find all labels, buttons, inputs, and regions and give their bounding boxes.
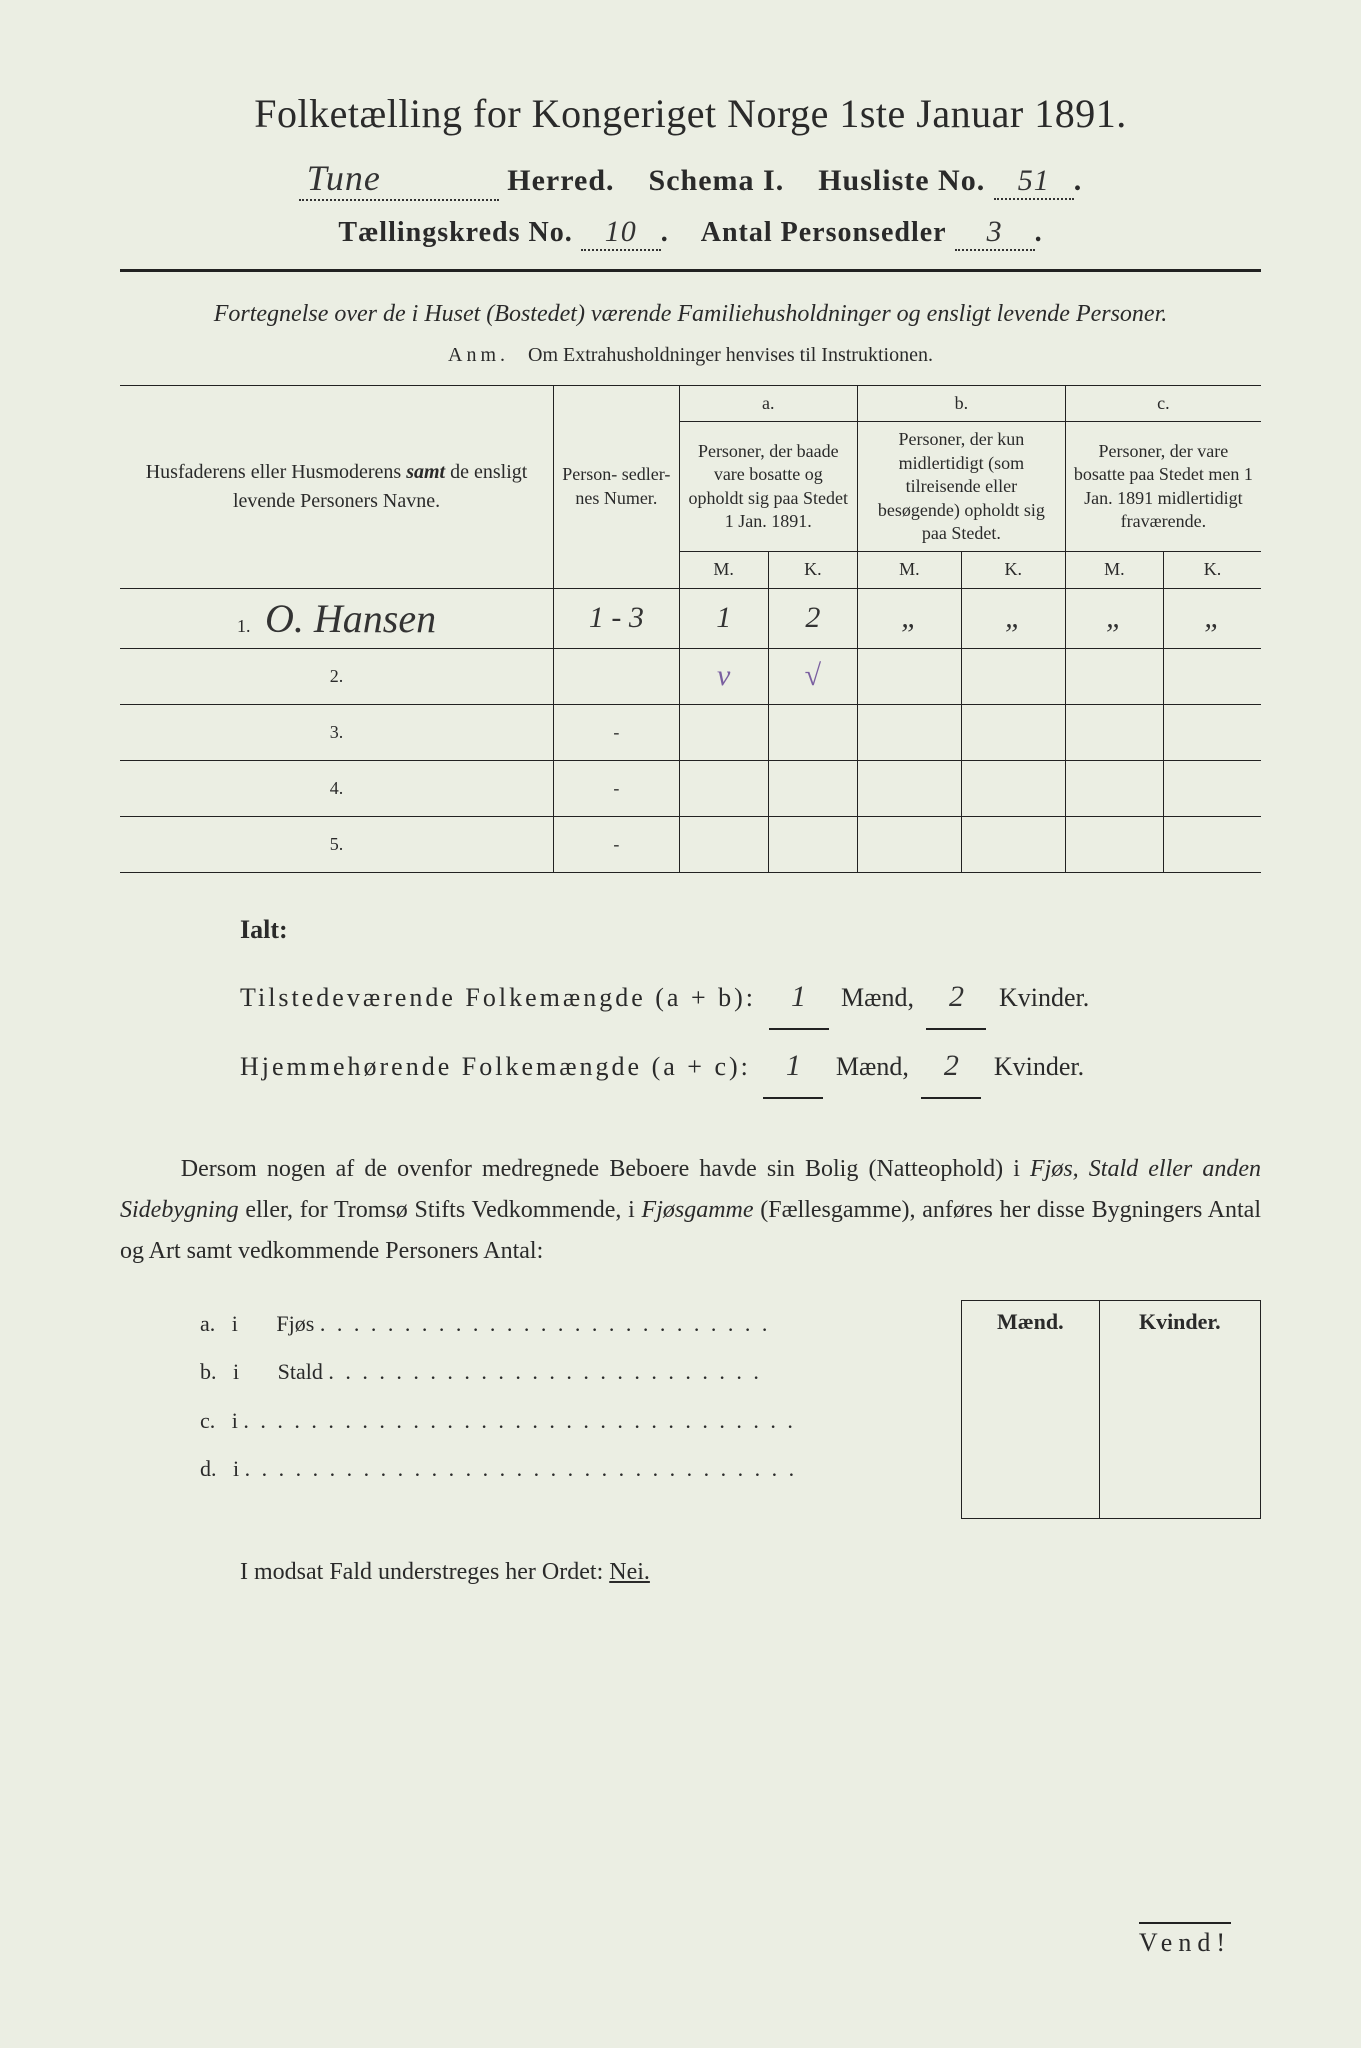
table-row: 1. O. Hansen 1 - 3 1 2 „ „ „ „ bbox=[120, 588, 1261, 648]
cell: - bbox=[613, 834, 619, 854]
mk-m-header: Mænd. bbox=[962, 1300, 1100, 1343]
sidebygning-table: a. i Fjøs . . . . . . . . . . . . . . . … bbox=[200, 1300, 1261, 1520]
row-num: 4. bbox=[330, 778, 344, 798]
census-form-page: Folketælling for Kongeriget Norge 1ste J… bbox=[0, 0, 1361, 2048]
anm-line: Anm. Om Extrahusholdninger henvises til … bbox=[120, 344, 1261, 367]
nei-word: Nei. bbox=[609, 1559, 650, 1585]
husliste-value: 51 bbox=[994, 164, 1074, 200]
col-b-letter: b. bbox=[858, 386, 1066, 422]
divider bbox=[120, 269, 1261, 272]
table-row: 2. v √ bbox=[120, 648, 1261, 704]
tkreds-label: Tællingskreds No. bbox=[338, 217, 572, 248]
anm-label: Anm. bbox=[448, 344, 509, 366]
header-line-2: Tællingskreds No. 10. Antal Personsedler… bbox=[120, 215, 1261, 251]
present-m: 1 bbox=[769, 965, 829, 1030]
row-num: 1. bbox=[237, 616, 251, 636]
cell: „ bbox=[1198, 601, 1228, 635]
modsat-line: I modsat Fald understreges her Ordet: Ne… bbox=[240, 1559, 1261, 1586]
b-m: M. bbox=[858, 552, 962, 588]
totals-block: Ialt: Tilstedeværende Folkemængde (a + b… bbox=[240, 903, 1261, 1100]
herred-label: Herred. bbox=[507, 164, 614, 197]
vend-label: Vend! bbox=[1139, 1922, 1231, 1958]
sidebygning-paragraph: Dersom nogen af de ovenfor medregnede Be… bbox=[120, 1149, 1261, 1271]
present-k: 2 bbox=[926, 965, 986, 1030]
census-table: Husfaderens eller Husmoderens samt de en… bbox=[120, 385, 1261, 873]
header-line-1: Tune Herred. Schema I. Husliste No. 51. bbox=[120, 157, 1261, 201]
table-row: 5. - bbox=[120, 816, 1261, 872]
sb-row: d. i . . . . . . . . . . . . . . . . . .… bbox=[200, 1445, 951, 1493]
cell: v bbox=[709, 659, 739, 693]
row-num: 3. bbox=[330, 722, 344, 742]
totals-row-resident: Hjemmehørende Folkemængde (a + c): 1 Mæn… bbox=[240, 1034, 1261, 1099]
a-m: M. bbox=[679, 552, 768, 588]
col-c-header: Personer, der vare bosatte paa Stedet me… bbox=[1065, 422, 1261, 552]
mk-table: Mænd. Kvinder. bbox=[961, 1300, 1261, 1520]
table-row: 3. - bbox=[120, 704, 1261, 760]
cell: 1 bbox=[709, 601, 739, 635]
sb-row: a. i Fjøs . . . . . . . . . . . . . . . … bbox=[200, 1300, 951, 1348]
table-row: 4. - bbox=[120, 760, 1261, 816]
cell: 2 bbox=[798, 601, 828, 635]
a-k: K. bbox=[768, 552, 857, 588]
cell: - bbox=[613, 722, 619, 742]
antal-value: 3 bbox=[955, 215, 1035, 251]
b-k: K. bbox=[961, 552, 1065, 588]
herred-value: Tune bbox=[299, 157, 499, 201]
schema-label: Schema I. bbox=[649, 164, 785, 197]
col-a-letter: a. bbox=[679, 386, 857, 422]
sb-row: c. i . . . . . . . . . . . . . . . . . .… bbox=[200, 1397, 951, 1445]
col-c-letter: c. bbox=[1065, 386, 1261, 422]
row-name: O. Hansen bbox=[265, 596, 436, 641]
cell: „ bbox=[1099, 601, 1129, 635]
c-m: M. bbox=[1065, 552, 1163, 588]
resident-m: 1 bbox=[763, 1034, 823, 1099]
row-num: 5. bbox=[330, 834, 344, 854]
tkreds-value: 10 bbox=[581, 215, 661, 251]
form-description: Fortegnelse over de i Huset (Bostedet) v… bbox=[120, 296, 1261, 332]
cell: - bbox=[613, 778, 619, 798]
sb-row: b. i Stald . . . . . . . . . . . . . . .… bbox=[200, 1348, 951, 1396]
ialt-label: Ialt: bbox=[240, 903, 1261, 958]
mk-k-header: Kvinder. bbox=[1099, 1300, 1260, 1343]
col-b-header: Personer, der kun midlertidigt (som tilr… bbox=[858, 422, 1066, 552]
page-title: Folketælling for Kongeriget Norge 1ste J… bbox=[120, 90, 1261, 137]
cell: „ bbox=[998, 601, 1028, 635]
cell: 1 - 3 bbox=[589, 601, 644, 635]
antal-label: Antal Personsedler bbox=[701, 217, 947, 248]
cell: „ bbox=[894, 601, 924, 635]
cell: √ bbox=[798, 659, 828, 693]
c-k: K. bbox=[1164, 552, 1261, 588]
row-num: 2. bbox=[330, 666, 344, 686]
col-names-header: Husfaderens eller Husmoderens samt de en… bbox=[120, 386, 554, 589]
col-number-header: Person- sedler- nes Numer. bbox=[554, 386, 680, 589]
resident-k: 2 bbox=[921, 1034, 981, 1099]
anm-text: Om Extrahusholdninger henvises til Instr… bbox=[528, 344, 933, 366]
col-a-header: Personer, der baade vare bosatte og opho… bbox=[679, 422, 857, 552]
husliste-label: Husliste No. bbox=[818, 164, 985, 197]
totals-row-present: Tilstedeværende Folkemængde (a + b): 1 M… bbox=[240, 965, 1261, 1030]
